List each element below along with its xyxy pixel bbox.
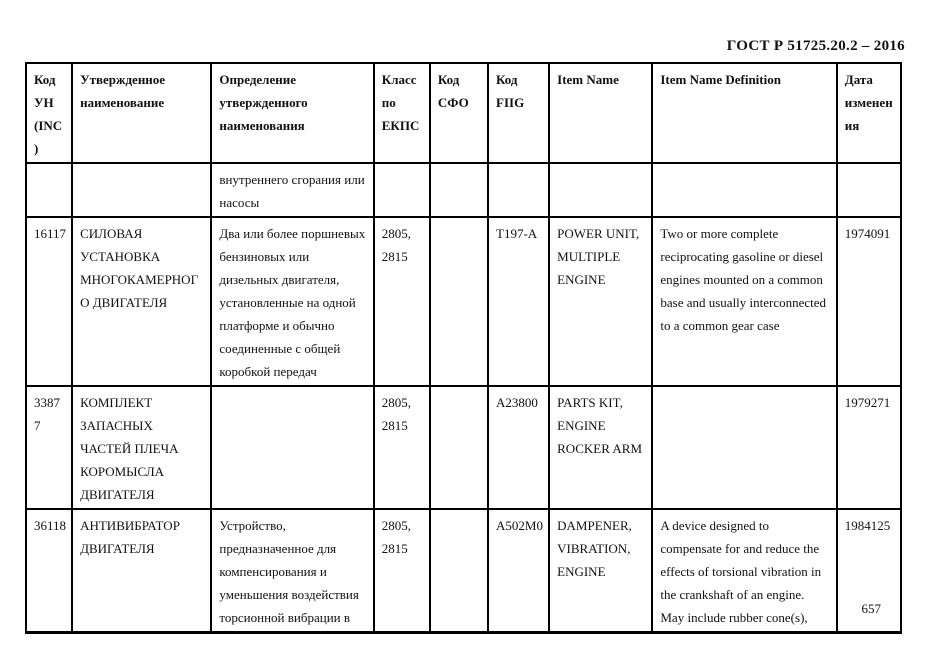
cell-approved-name — [71, 162, 213, 218]
cell-item-name: PARTS KIT, ENGINE ROCKER ARM — [548, 385, 654, 510]
cell-item-name-definition: Two or more complete reciprocating gasol… — [651, 216, 838, 387]
cell-inc-code — [24, 162, 74, 218]
cell-inc-code: 16117 — [24, 216, 74, 387]
cell-ekps-class: 2805, 2815 — [372, 385, 431, 510]
doc-header: ГОСТ Р 51725.20.2 – 2016 — [726, 38, 905, 54]
cell-ekps-class: 2805, 2815 — [372, 216, 431, 387]
cell-sfo-code — [428, 508, 490, 634]
cell-approved-name: СИЛОВАЯ УСТАНОВКА МНОГОКАМЕРНОГ О ДВИГАТ… — [71, 216, 213, 387]
column-header-fiig-code: Код FIIG — [487, 62, 551, 164]
cell-sfo-code — [428, 385, 490, 510]
cell-sfo-code — [428, 216, 490, 387]
column-header-approved-name-definition: Определение утвержденного наименования — [210, 62, 375, 164]
cell-item-name-definition — [651, 385, 838, 510]
column-header-change-date: Дата изменен ия — [835, 62, 903, 164]
table-row-36118: 36118 АНТИВИБРАТОР ДВИГАТЕЛЯ Устройство,… — [24, 508, 903, 634]
cell-approved-name-definition — [210, 385, 375, 510]
column-header-ekps-class: Класс по ЕКПС — [372, 62, 431, 164]
cell-item-name-definition — [651, 162, 838, 218]
cell-item-name: POWER UNIT, MULTIPLE ENGINE — [548, 216, 654, 387]
cell-inc-code: 33877 — [24, 385, 74, 510]
cell-sfo-code — [428, 162, 490, 218]
column-header-item-name-definition: Item Name Definition — [651, 62, 838, 164]
page-number: 657 — [861, 601, 882, 616]
table-row-16117: 16117 СИЛОВАЯ УСТАНОВКА МНОГОКАМЕРНОГ О … — [24, 216, 903, 387]
cell-change-date — [835, 162, 903, 218]
column-header-item-name: Item Name — [548, 62, 654, 164]
cell-fiig-code: A23800 — [487, 385, 551, 510]
cell-change-date: 1984125 — [835, 508, 903, 634]
cell-approved-name: КОМПЛЕКТ ЗАПАСНЫХ ЧАСТЕЙ ПЛЕЧА КОРОМЫСЛА… — [71, 385, 213, 510]
table-header-row: Код УН (INC) Утвержденное наименование О… — [24, 62, 903, 164]
cell-item-name: DAMPENER, VIBRATION, ENGINE — [548, 508, 654, 634]
cell-approved-name-definition: Два или более поршневых бензиновых или д… — [210, 216, 375, 387]
cell-approved-name-definition: Устройство, предназначенное для компенси… — [210, 508, 375, 634]
cell-ekps-class: 2805, 2815 — [372, 508, 431, 634]
cell-approved-name-definition: внутреннего сгорания или насосы — [210, 162, 375, 218]
cell-fiig-code — [487, 162, 551, 218]
cell-item-name-definition: A device designed to compensate for and … — [651, 508, 838, 634]
cell-fiig-code: A502M0 — [487, 508, 551, 634]
table-row-continuation: внутреннего сгорания или насосы — [24, 162, 903, 218]
cell-change-date: 1979271 — [835, 385, 903, 510]
cell-approved-name: АНТИВИБРАТОР ДВИГАТЕЛЯ — [71, 508, 213, 634]
column-header-inc-code: Код УН (INC) — [24, 62, 74, 164]
cell-change-date: 1974091 — [835, 216, 903, 387]
classification-table: Код УН (INC) Утвержденное наименование О… — [24, 62, 903, 634]
cell-ekps-class — [372, 162, 431, 218]
cell-inc-code: 36118 — [24, 508, 74, 634]
column-header-approved-name: Утвержденное наименование — [71, 62, 213, 164]
cell-fiig-code: T197-A — [487, 216, 551, 387]
table-row-33877: 33877 КОМПЛЕКТ ЗАПАСНЫХ ЧАСТЕЙ ПЛЕЧА КОР… — [24, 385, 903, 510]
cell-item-name — [548, 162, 654, 218]
column-header-sfo-code: Код СФО — [428, 62, 490, 164]
